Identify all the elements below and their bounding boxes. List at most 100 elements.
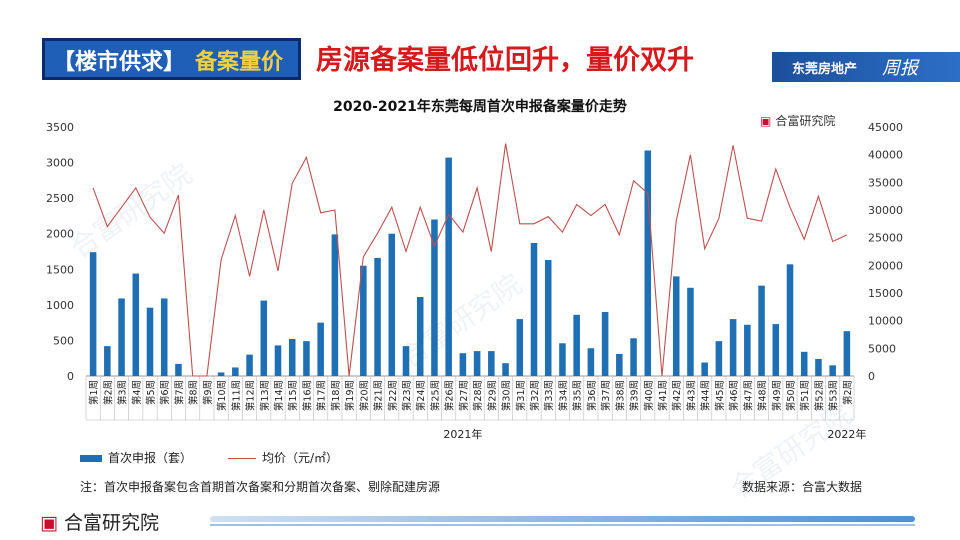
x-tick-label: 第4周 xyxy=(131,380,143,405)
chart-logo: ▣ 合富研究院 xyxy=(760,112,835,129)
bar xyxy=(146,307,154,376)
price-line xyxy=(92,143,848,377)
x-tick-label: 第30周 xyxy=(501,380,513,411)
header: 【楼市供求】 备案量价 房源备案量低位回升，量价双升 东莞房地产 周报 xyxy=(0,0,960,100)
x-tick-label: 第47周 xyxy=(742,380,754,411)
bar xyxy=(544,260,552,376)
bar xyxy=(829,365,836,376)
bar xyxy=(303,341,310,376)
x-tick-label: 第28周 xyxy=(472,380,484,411)
legend-bar: 首次申报（套） xyxy=(80,449,192,466)
bar xyxy=(175,363,182,376)
x-tick-label: 第12周 xyxy=(245,380,257,411)
logo-icon: ▣ xyxy=(760,114,772,128)
bar xyxy=(644,150,652,376)
x-tick-label: 第32周 xyxy=(529,380,541,411)
x-group-label: 2022年 xyxy=(827,427,866,441)
y-right-tick-label: 15000 xyxy=(868,287,903,300)
x-tick-label: 第46周 xyxy=(728,380,740,411)
bar xyxy=(274,345,282,376)
x-tick-label: 第44周 xyxy=(700,380,712,411)
y-left-tick-label: 500 xyxy=(53,334,74,347)
bar xyxy=(672,276,680,376)
x-tick-label: 第6周 xyxy=(159,380,171,405)
bar xyxy=(616,353,623,376)
bar xyxy=(232,367,239,376)
bar xyxy=(104,346,111,376)
bar xyxy=(317,322,324,376)
y-right-tick-label: 45000 xyxy=(868,121,903,134)
bar xyxy=(132,273,140,376)
x-tick-label: 第48周 xyxy=(757,380,769,411)
x-group-label: 2021年 xyxy=(443,427,482,441)
legend-line-label: 均价（元/㎡） xyxy=(262,451,339,465)
legend-bar-label: 首次申报（套） xyxy=(108,451,193,465)
bar xyxy=(488,351,495,376)
bar xyxy=(502,363,509,376)
y-left-tick-label: 2000 xyxy=(46,228,74,241)
bar xyxy=(118,298,125,376)
bar xyxy=(630,338,637,376)
bar xyxy=(843,331,851,376)
x-tick-label: 第41周 xyxy=(657,380,669,411)
x-tick-label: 第18周 xyxy=(330,380,342,411)
x-tick-label: 第16周 xyxy=(301,380,313,411)
section-tag: 【楼市供求】 备案量价 xyxy=(42,38,301,80)
x-tick-label: 第20周 xyxy=(358,380,370,411)
x-tick-label: 第25周 xyxy=(429,380,441,411)
x-tick-label: 第37周 xyxy=(600,380,612,411)
x-tick-label: 第49周 xyxy=(771,380,783,411)
x-tick-label: 第43周 xyxy=(685,380,697,411)
data-source: 数据来源：合富大数据 xyxy=(742,480,863,494)
y-right-tick-label: 30000 xyxy=(868,204,903,217)
y-right-tick-label: 5000 xyxy=(868,342,896,355)
x-tick-label: 第13周 xyxy=(259,380,271,411)
footer-divider xyxy=(210,516,915,522)
bar xyxy=(758,285,765,376)
y-right-tick-label: 0 xyxy=(868,370,875,383)
bar xyxy=(160,298,168,376)
x-tick-label: 第53周 xyxy=(828,380,840,411)
x-tick-label: 第5周 xyxy=(145,380,157,405)
x-tick-label: 第8周 xyxy=(188,380,200,405)
bar xyxy=(473,351,481,376)
footer-logo-text: 合富研究院 xyxy=(63,512,159,534)
bar xyxy=(416,297,424,376)
chart-title: 2020-2021年东莞每周首次申报备案量价走势 xyxy=(333,99,627,115)
y-left-tick-label: 1500 xyxy=(46,263,74,276)
x-tick-label: 第35周 xyxy=(572,380,584,411)
x-tick-label: 第7周 xyxy=(173,380,185,405)
legend-line-swatch xyxy=(228,458,256,459)
brand-ribbon: 东莞房地产 周报 xyxy=(772,52,960,82)
y-right-tick-label: 10000 xyxy=(868,315,903,328)
x-tick-label: 第1周 xyxy=(88,380,100,405)
bar xyxy=(800,351,808,376)
bar xyxy=(431,219,438,376)
x-tick-label: 第9周 xyxy=(202,380,214,405)
bar xyxy=(288,339,296,376)
x-tick-label: 第34周 xyxy=(557,380,569,411)
brand-text: 东莞房地产 xyxy=(792,62,858,77)
slide-headline: 房源备案量低位回升，量价双升 xyxy=(316,45,694,76)
chart-logo-text: 合富研究院 xyxy=(775,114,836,128)
x-tick-label: 第33周 xyxy=(543,380,555,411)
x-tick-label: 第21周 xyxy=(373,380,385,411)
x-tick-label: 第39周 xyxy=(629,380,641,411)
logo-icon: ▣ xyxy=(40,512,58,534)
bar xyxy=(701,362,708,376)
bar xyxy=(772,324,780,376)
bar xyxy=(587,348,595,376)
x-tick-label: 第14周 xyxy=(273,380,285,411)
x-tick-label: 第10周 xyxy=(216,380,228,411)
footnote: 注：首次申报备案包含首期首次备案和分期首次备案、剔除配建房源 xyxy=(80,480,441,494)
bar xyxy=(715,341,723,376)
y-right-tick-label: 25000 xyxy=(868,232,903,245)
y-left-tick-label: 3000 xyxy=(46,157,74,170)
bar xyxy=(217,372,225,376)
bar xyxy=(374,257,381,376)
x-tick-label: 第22周 xyxy=(387,380,399,411)
x-tick-label: 第17周 xyxy=(316,380,328,411)
x-tick-label: 第2周 xyxy=(842,380,854,405)
x-tick-label: 第50周 xyxy=(785,380,797,411)
